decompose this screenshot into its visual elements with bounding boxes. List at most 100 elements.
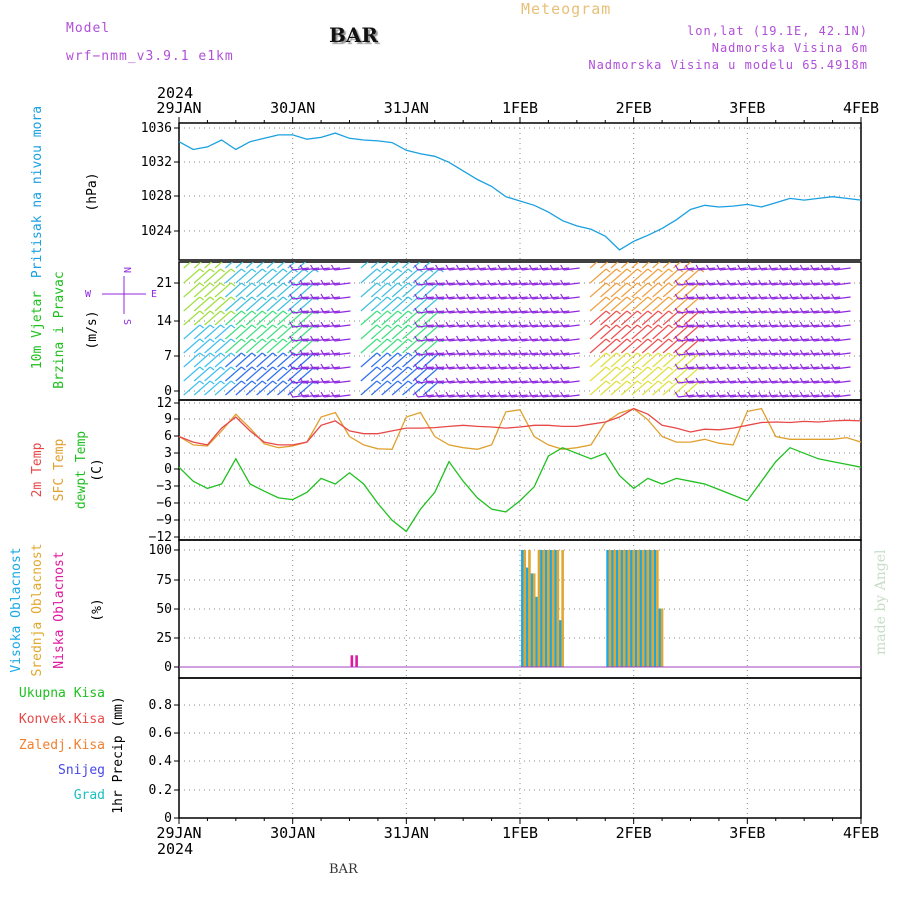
wind-barb (610, 380, 628, 396)
elevation-label: Nadmorska Visina 6m (711, 41, 868, 55)
wind-barb (620, 296, 638, 312)
wind-barb (792, 267, 809, 271)
wind-barb-flag (220, 282, 225, 287)
wind-barb (553, 324, 570, 328)
wind-barb-flag (789, 264, 794, 271)
wind-barb (469, 324, 486, 328)
wind-barb (313, 380, 330, 384)
wind-barb-flag (230, 282, 236, 287)
wind-barb-flag (377, 254, 381, 257)
wind-barb (334, 296, 351, 300)
wind-barb (225, 262, 234, 269)
wind-barb-flag (768, 307, 773, 314)
wind-barb-flag (685, 293, 690, 300)
wind-barb-flag (668, 296, 673, 301)
wind-barb (699, 310, 716, 314)
wind-barb (235, 366, 253, 382)
wind-barb (740, 394, 757, 398)
y-tick-label: −12 (149, 530, 172, 545)
wind-barb (323, 310, 341, 314)
wind-barb (235, 296, 253, 312)
wind-barb-flag (549, 293, 554, 300)
wind-barb-flag (831, 264, 836, 271)
wind-barb-flag (445, 264, 450, 271)
wind-barb-flag (209, 296, 215, 301)
wind-barb (813, 380, 830, 384)
wind-barb-flag (810, 264, 815, 271)
wind-barb-flag (445, 307, 450, 314)
cloud-bar-srednja (641, 550, 645, 667)
wind-barb (542, 366, 559, 370)
wind-barb-flag (497, 264, 502, 271)
wind-barb-flag (310, 391, 315, 398)
wind-barb-flag (626, 296, 632, 301)
wind-barb-flag (314, 254, 318, 257)
wind-barb (193, 282, 211, 298)
wind-barb-flag (810, 377, 815, 384)
wind-barb (428, 296, 445, 300)
wind-barb (834, 394, 851, 398)
cloud-bar-visoka (558, 620, 562, 667)
wind-barb-flag (407, 380, 413, 385)
wind-barb (448, 366, 466, 370)
wind-barb (303, 338, 320, 342)
wind-barb (631, 380, 649, 396)
wind-barb-flag (397, 282, 403, 287)
wind-barb-flag (199, 268, 205, 273)
wind-barb-flag (230, 380, 236, 385)
wind-barb (719, 394, 737, 398)
wind-barb-flag (668, 268, 673, 273)
wind-barb-flag (668, 324, 673, 329)
wind-barb (641, 262, 650, 269)
wind-barb-flag (768, 293, 773, 300)
wind-barb (323, 282, 341, 286)
wind-barb (381, 338, 399, 354)
y-tick-label: 0 (164, 811, 172, 826)
wind-barb-flag (241, 380, 246, 385)
wind-barb (521, 338, 539, 342)
wind-barb (323, 267, 341, 271)
wind-barb (600, 338, 617, 354)
wind-barb-flag (706, 264, 711, 271)
wind-barb (490, 282, 507, 286)
wind-barb (360, 282, 378, 298)
wind-barb (719, 324, 737, 328)
wind-barb-flag (747, 377, 752, 384)
wind-barb (370, 352, 388, 368)
cloud-bar-srednja (542, 550, 545, 667)
wind-barb-flag (289, 377, 294, 384)
wind-barb-flag (272, 352, 278, 357)
wind-barb-flag (455, 264, 460, 271)
wind-barb-flag (376, 296, 382, 301)
wind-barb-flag (466, 321, 471, 328)
wind-barb (480, 366, 497, 370)
wind-barb-flag (789, 363, 794, 370)
cloud-axis-title-high: Visoka Oblacnost (9, 547, 24, 672)
wind-barb (751, 282, 768, 286)
wind-barb (761, 352, 778, 356)
wind-barb (214, 324, 232, 340)
wind-barb-flag (648, 254, 652, 257)
wind-barb (620, 268, 638, 284)
wind-barb (719, 338, 737, 342)
wind-barb-flag (539, 349, 544, 356)
wind-barb-flag (508, 363, 513, 370)
wind-barb (600, 324, 617, 340)
wind-barb-flag (636, 310, 642, 315)
wind-barb (834, 310, 851, 314)
wind-barb (730, 352, 747, 356)
wind-barb-flag (199, 324, 205, 329)
wind-barb-flag (407, 296, 413, 301)
wind-barb (402, 338, 419, 354)
wind-barb (740, 282, 757, 286)
wind-barb-flag (617, 254, 621, 257)
wind-barb (417, 352, 434, 356)
wind-barb-flag (476, 363, 481, 370)
wind-barb-flag (549, 377, 554, 384)
wind-barb (631, 282, 649, 298)
dewpt-temp-line (178, 446, 862, 533)
wind-barb (761, 394, 778, 398)
wind-barb (782, 394, 799, 398)
wind-barb (334, 380, 351, 384)
wind-barb (469, 366, 486, 370)
